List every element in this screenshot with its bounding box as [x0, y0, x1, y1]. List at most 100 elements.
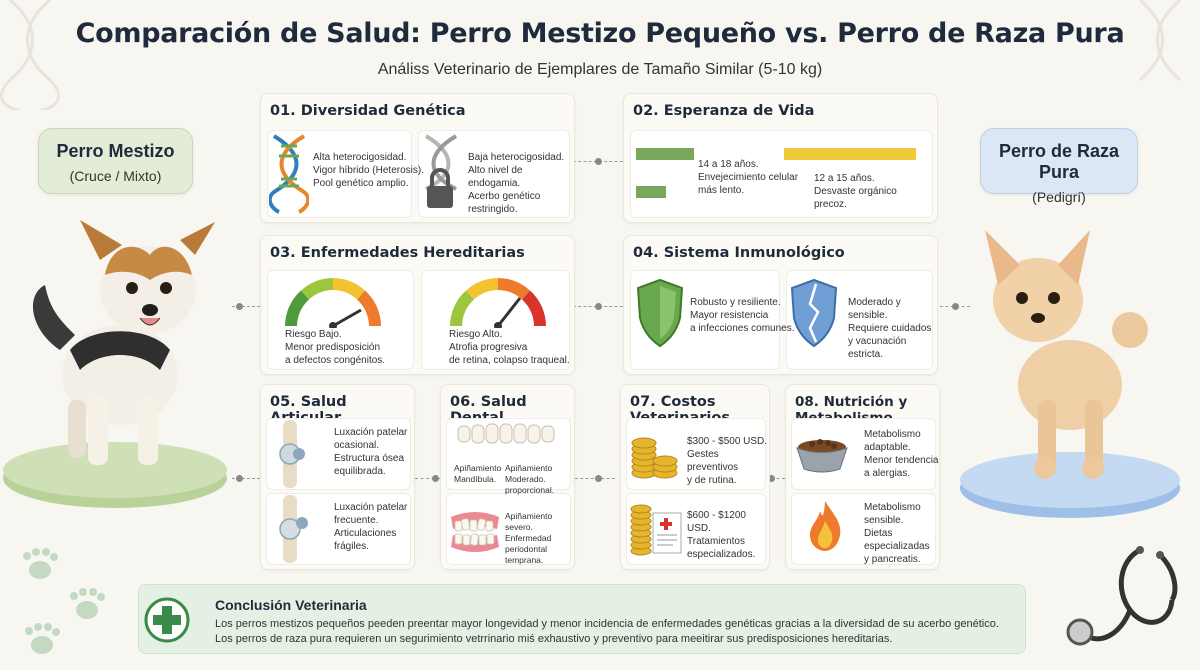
- conclusion-line-2: Los perros de raza pura requieren un seg…: [215, 633, 893, 645]
- text-line: Menor tendencia: [864, 455, 939, 466]
- hereditary-mixed-text: Riesgo Bajo. Menor predisposición a defe…: [285, 328, 385, 367]
- connector-line: [573, 306, 633, 307]
- joint-pure-text: Luxación patelar frecuente. Articulacion…: [334, 501, 407, 553]
- medical-cross-icon: [144, 597, 190, 643]
- card-lifespan: 02. Esperanza de Vida 14 a 18 años. Enve…: [623, 93, 938, 223]
- connector-dot: [768, 475, 775, 482]
- hereditary-pure-text: Riesgo Alto. Atrofia progresiva de retin…: [449, 328, 570, 367]
- text-line: Moderado.: [505, 474, 546, 484]
- knee-luxation-icon: [279, 495, 308, 563]
- text-line: Moderado y sensible.: [848, 297, 901, 321]
- text-line: a alergias.: [864, 468, 911, 479]
- text-line: severo.: [505, 522, 533, 532]
- text-line: Metabolismo: [864, 502, 921, 513]
- risk-gauge-high: [450, 278, 546, 328]
- dental-pure-text: Apiñamiento severo. Enfermedad periodont…: [505, 511, 574, 566]
- lifespan-panel: [630, 130, 933, 218]
- teeth-aligned-icon: [457, 423, 555, 444]
- paw-prints-left: [23, 548, 105, 654]
- pure-dog-illustration: [960, 230, 1180, 518]
- text-line: Robusto y resiliente.: [690, 297, 781, 308]
- immune-mixed-text: Robusto y resiliente. Mayor resistencia …: [690, 296, 795, 335]
- pure-dog-label: Perro de Raza Pura (Pedigrí): [980, 128, 1138, 205]
- genetics-title: 01. Diversidad Genética: [270, 103, 466, 119]
- text-line: Apiñamiento: [505, 463, 553, 473]
- text-line: Enfermedad: [505, 533, 552, 543]
- connector-line: [232, 306, 260, 307]
- card-costs: 07. Costos Veterinarios $300 - $500 USD.…: [620, 384, 770, 570]
- conclusion-panel: [138, 584, 1026, 654]
- text-line: y vacunación estricta.: [848, 336, 907, 360]
- text-line: Luxación patelar: [334, 502, 408, 513]
- teeth-crowded-icon: [451, 512, 499, 552]
- text-line: y de rutina.: [687, 475, 737, 486]
- connector-dot: [595, 158, 602, 165]
- text-line: Riesgo Bajo.: [285, 329, 342, 340]
- connector-dot: [952, 303, 959, 310]
- joint-mixed-text: Luxación patelar ocasional. Estructura ó…: [334, 426, 407, 478]
- mixed-dog-label: Perro Mestizo (Cruce / Mixto): [38, 128, 193, 194]
- nutrition-pure-text: Metabolismo sensible. Dietas especializa…: [864, 501, 939, 566]
- text-line: Requiere cuidados: [848, 323, 932, 334]
- connector-dot: [595, 303, 602, 310]
- text-line: Tratamientos: [687, 536, 745, 547]
- immune-pure-text: Moderado y sensible. Requiere cuidados y…: [848, 296, 937, 361]
- text-line: Atrofia progresiva: [449, 342, 528, 353]
- genetics-mixed-text: Alta heterocigosidad. Vigor híbrido (Het…: [313, 151, 424, 190]
- text-line: Mayor resistencia: [690, 310, 769, 321]
- mixed-dog-illustration: [3, 220, 227, 508]
- dna-color-icon: [269, 134, 309, 214]
- text-line: frecuente.: [334, 515, 379, 526]
- connector-dot: [595, 475, 602, 482]
- page-title: Comparación de Salud: Perro Mestizo Pequ…: [75, 18, 1125, 49]
- connector-dot: [236, 475, 243, 482]
- connector-dot: [236, 303, 243, 310]
- lifespan-bar-pure: [784, 148, 916, 160]
- text-line: Envejecimiento celular: [698, 172, 799, 183]
- card-immune: 04. Sistema Inmunológico Robusto y resil…: [623, 235, 938, 375]
- text-line: frágiles.: [334, 541, 370, 552]
- text-line: Desvaste orgánico: [814, 186, 897, 197]
- text-line: a infecciones comunes.: [690, 323, 795, 334]
- lifespan-bar-mixed-2: [636, 186, 666, 198]
- connector-line: [415, 478, 440, 479]
- text-line: precoz.: [814, 199, 847, 210]
- coins-stack-icon: [631, 437, 678, 479]
- lifespan-title: 02. Esperanza de Vida: [633, 103, 815, 119]
- connector-line: [573, 161, 633, 162]
- text-line: 14 a 18 años.: [698, 159, 759, 170]
- pure-dog-subtitle: (Pedigrí): [1032, 189, 1086, 205]
- risk-gauge-low: [285, 278, 381, 328]
- card-joint: 05. Salud Articular Luxación patelar oca…: [260, 384, 415, 570]
- text-line: Menor predisposición: [285, 342, 381, 353]
- dental-mixed-left-text: Apiñamiento Mandíbula.: [454, 463, 501, 485]
- text-line: Luxación patelar: [334, 427, 408, 438]
- mixed-dog-title: Perro Mestizo: [56, 141, 175, 161]
- text-line: ocasional.: [334, 440, 380, 451]
- text-line: Apiñamiento: [505, 511, 553, 521]
- text-line: especializados.: [687, 549, 756, 560]
- shield-cracked-icon: [790, 278, 838, 348]
- lifespan-mixed-text: 14 a 18 años. Envejecimiento celular más…: [698, 158, 798, 197]
- coins-invoice-icon: [630, 504, 682, 556]
- text-line: Estructura ósea: [334, 453, 405, 464]
- text-line: proporcional.: [505, 485, 555, 495]
- text-line: Vigor híbrido (Heterosis).: [313, 165, 424, 176]
- text-line: Apiñamiento: [454, 463, 502, 473]
- text-line: periodontal temprana.: [505, 544, 548, 565]
- lifespan-bar-mixed: [636, 148, 694, 160]
- dna-watermark-left: [0, 0, 60, 110]
- dental-mixed-right-text: Apiñamiento Moderado. proporcional.: [505, 463, 554, 496]
- text-line: Metabolismo: [864, 429, 921, 440]
- text-line: Articulaciones: [334, 528, 397, 539]
- text-line: Riesgo Alto.: [449, 329, 503, 340]
- text-line: y pancreatis.: [864, 554, 921, 565]
- text-line: equilibrada.: [334, 466, 386, 477]
- text-line: Alto nivel de endogamia.: [468, 165, 523, 189]
- text-line: adaptable.: [864, 442, 911, 453]
- dna-lock-icon: [424, 134, 458, 208]
- food-bowl-icon: [796, 439, 848, 473]
- flame-icon: [810, 501, 841, 551]
- lifespan-pure-text: 12 a 15 años. Desvaste orgánico precoz.: [814, 172, 897, 211]
- text-line: Acerbo genético restringido.: [468, 191, 541, 215]
